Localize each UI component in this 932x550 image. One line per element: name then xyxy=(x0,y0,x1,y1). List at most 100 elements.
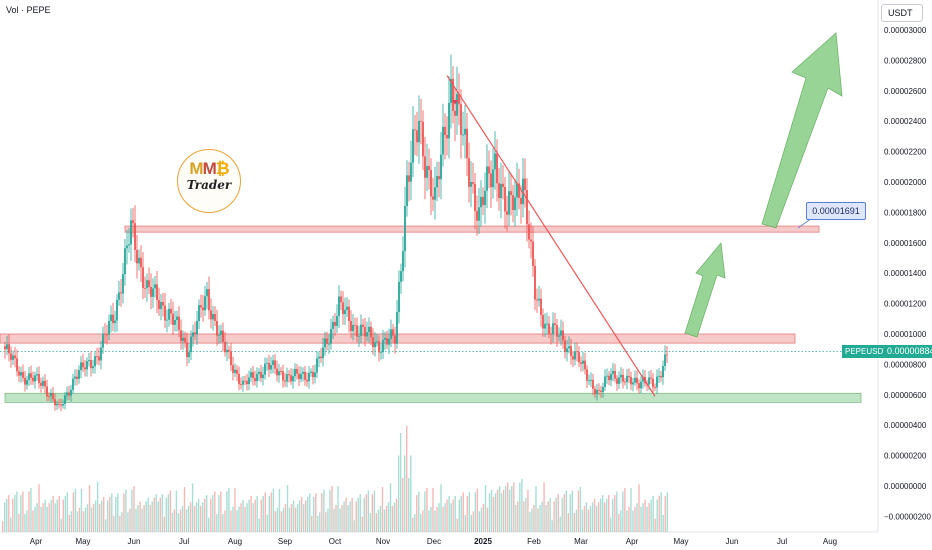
volume-bar xyxy=(254,499,256,532)
candle-body xyxy=(442,126,444,155)
volume-bar xyxy=(531,508,533,532)
volume-bar xyxy=(90,507,93,532)
volume-bar xyxy=(367,490,370,532)
volume-bar xyxy=(482,504,485,532)
candle-body xyxy=(574,351,576,360)
volume-bar xyxy=(519,482,521,532)
candle-body xyxy=(568,346,570,349)
candle-body xyxy=(164,305,166,321)
candle-body xyxy=(10,353,12,360)
resistance-zone-upper xyxy=(124,225,820,233)
candle-body xyxy=(86,361,88,370)
volume-bar xyxy=(70,511,73,532)
candle-body xyxy=(338,296,340,317)
volume-bar xyxy=(226,491,228,532)
candle-body xyxy=(238,373,240,385)
volume-bar xyxy=(468,492,471,532)
candle-body xyxy=(664,354,666,367)
candle-body xyxy=(630,377,632,385)
volume-bar xyxy=(541,501,543,532)
candle-body xyxy=(562,330,564,341)
volume-bar xyxy=(98,504,101,532)
volume-bar xyxy=(403,455,406,532)
volume-bar xyxy=(543,482,545,532)
x-tick-label: Dec xyxy=(427,537,441,546)
candle-body xyxy=(432,196,434,200)
candle-body xyxy=(642,376,644,382)
candle-body xyxy=(380,351,382,353)
volume-bar xyxy=(323,489,325,532)
candle-body xyxy=(446,134,448,139)
volume-bar xyxy=(187,505,190,532)
candle-body xyxy=(406,175,408,207)
candle-body xyxy=(328,343,330,345)
candle-body xyxy=(512,195,514,210)
volume-bar xyxy=(420,514,422,532)
candle-body xyxy=(78,370,80,379)
candle-body xyxy=(220,330,222,335)
candle-body xyxy=(556,325,558,337)
candle-body xyxy=(318,356,320,359)
x-tick-label: 2025 xyxy=(474,537,492,546)
volume-bar xyxy=(32,510,34,532)
volume-bar xyxy=(201,502,204,532)
candle-body xyxy=(306,379,308,382)
candle-body xyxy=(172,313,174,325)
y-tick-label: 0.00002800 xyxy=(884,56,927,65)
target-price-callout[interactable]: 0.00001691 xyxy=(806,202,866,220)
candle-body xyxy=(534,265,536,300)
volume-bar xyxy=(34,506,36,532)
volume-bar xyxy=(547,501,549,532)
candle-body xyxy=(324,338,326,348)
candle-body xyxy=(410,162,412,182)
candle-body xyxy=(460,104,462,135)
currency-selector[interactable]: USDT xyxy=(881,4,923,22)
volume-bar xyxy=(478,511,481,532)
candle-body xyxy=(660,375,662,378)
volume-bar xyxy=(121,512,123,532)
x-tick-label: Mar xyxy=(574,537,588,546)
volume-bar xyxy=(107,500,109,532)
volume-bar xyxy=(129,508,131,532)
candle-body xyxy=(444,126,446,135)
candle-body xyxy=(106,334,108,336)
volume-bar xyxy=(86,504,89,532)
candle-body xyxy=(160,302,162,310)
volume-bar xyxy=(341,505,343,532)
volume-bar xyxy=(527,489,529,532)
candle-body xyxy=(388,338,390,345)
volume-bar xyxy=(282,507,285,532)
candle-body xyxy=(542,314,544,329)
volume-bar xyxy=(238,506,240,532)
volume-bar xyxy=(300,496,303,532)
candle-body xyxy=(418,120,420,143)
volume-bar xyxy=(599,498,602,532)
candle-body xyxy=(208,289,210,311)
volume-bar xyxy=(208,517,210,532)
volume-bar xyxy=(656,499,658,532)
candle-body xyxy=(348,306,350,321)
candle-body xyxy=(354,324,356,326)
volume-bar xyxy=(654,518,656,532)
logo-letter-m1: M xyxy=(189,159,203,178)
candle-body xyxy=(310,371,312,373)
volume-bar xyxy=(210,498,212,532)
volume-bar xyxy=(577,490,580,532)
candle-body xyxy=(254,378,256,382)
volume-bar xyxy=(525,497,527,532)
candle-body xyxy=(258,371,260,374)
candle-body xyxy=(402,251,404,272)
x-tick-label: Jul xyxy=(777,537,787,546)
candle-body xyxy=(56,403,58,406)
candle-body xyxy=(176,316,178,320)
volume-bar xyxy=(460,496,462,532)
volume-bar xyxy=(30,487,32,532)
candle-body xyxy=(236,369,238,374)
candle-body xyxy=(458,93,460,105)
volume-bar xyxy=(242,499,244,532)
candle-body xyxy=(24,377,26,385)
candle-body xyxy=(168,308,170,320)
candle-body xyxy=(352,324,354,332)
volume-indicator-label[interactable]: Vol · PEPE xyxy=(6,5,51,15)
